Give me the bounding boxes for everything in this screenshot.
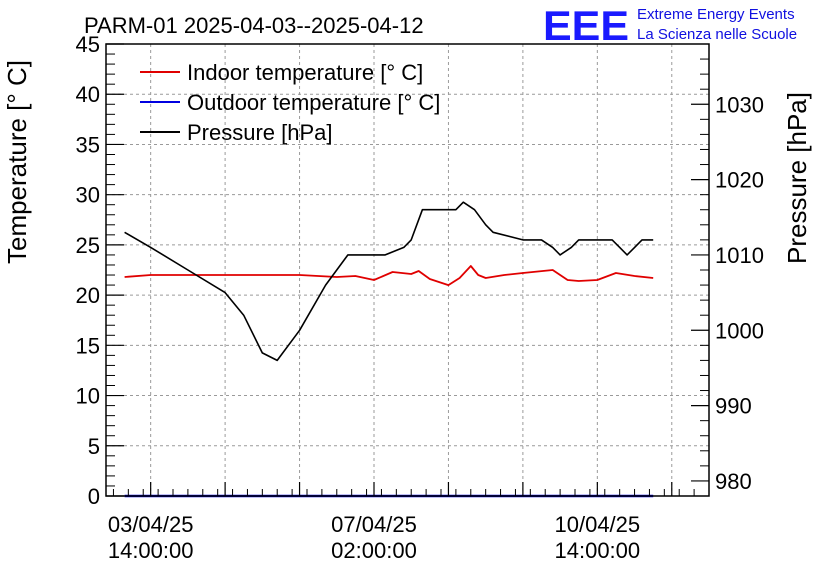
y-tick-label: 5 <box>88 434 100 459</box>
x-tick-label-date: 03/04/25 <box>108 512 194 537</box>
x-tick-label-time: 02:00:00 <box>331 538 417 563</box>
y-axis-label: Temperature [° C] <box>2 60 32 264</box>
eee-logo: EEE Extreme Energy Events La Scienza nel… <box>543 2 797 49</box>
y2-tick-label: 1010 <box>715 243 764 268</box>
legend-layer: Indoor temperature [° C] Outdoor temperat… <box>140 60 440 145</box>
eee-logo-line2: La Scienza nelle Scuole <box>637 26 797 43</box>
y2-tick-label: 1030 <box>715 92 764 117</box>
legend-label: Pressure [hPa] <box>187 120 333 145</box>
eee-logo-line1: Extreme Energy Events <box>637 6 795 23</box>
x-tick-label-time: 14:00:00 <box>555 538 641 563</box>
y2-tick-label: 980 <box>715 469 752 494</box>
axes-layer <box>106 43 709 497</box>
y2-tick-label: 1020 <box>715 168 764 193</box>
y-tick-label: 35 <box>76 132 100 157</box>
y2-axis-label: Pressure [hPa] <box>782 92 812 264</box>
series-line-pressure <box>124 201 654 362</box>
grid-layer <box>106 44 709 496</box>
legend-label: Indoor temperature [° C] <box>187 60 423 85</box>
y-tick-label: 10 <box>76 384 100 409</box>
y2-tick-label: 990 <box>715 394 752 419</box>
y-tick-label: 25 <box>76 233 100 258</box>
x-tick-label-time: 14:00:00 <box>108 538 194 563</box>
y-tick-label: 30 <box>76 183 100 208</box>
y-tick-label: 40 <box>76 82 100 107</box>
series-layer <box>124 201 654 498</box>
y2-tick-label: 1000 <box>715 318 764 343</box>
labels-layer: 0 5 10 15 20 25 30 35 40 45 980 990 1000 1010 1020 1030… <box>76 32 764 563</box>
eee-logo-mark: EEE <box>543 2 629 49</box>
y-tick-label: 0 <box>88 484 100 509</box>
legend-label: Outdoor temperature [° C] <box>187 90 440 115</box>
chart-title: PARM-01 2025-04-03--2025-04-12 <box>84 13 424 38</box>
x-tick-label-date: 07/04/25 <box>331 512 417 537</box>
series-line-indoor <box>124 265 654 287</box>
y-tick-label: 45 <box>76 32 100 57</box>
y-tick-label: 15 <box>76 333 100 358</box>
y-tick-label: 20 <box>76 283 100 308</box>
x-tick-label-date: 10/04/25 <box>555 512 641 537</box>
